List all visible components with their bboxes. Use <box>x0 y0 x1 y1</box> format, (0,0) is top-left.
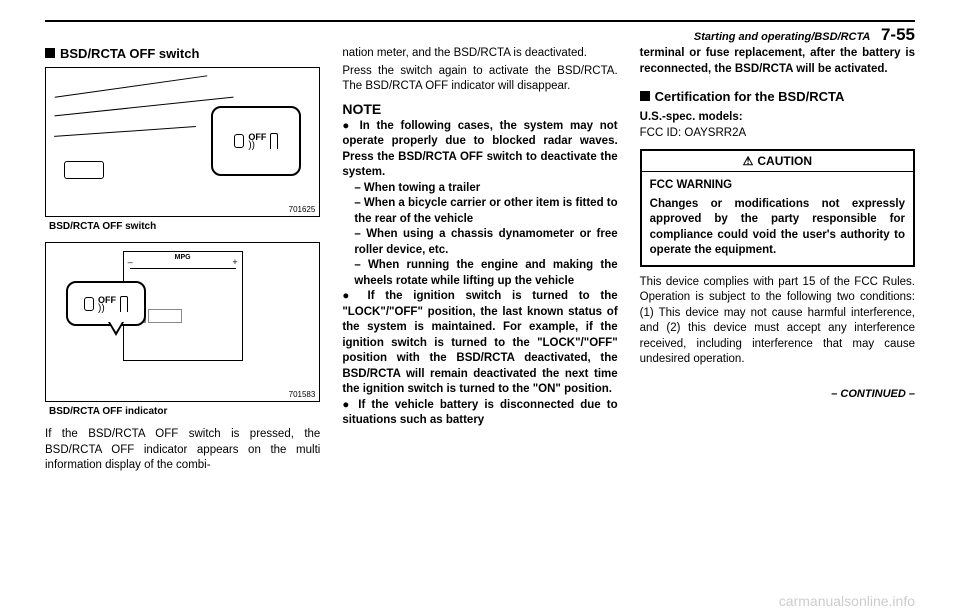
title-text: Certification for the BSD/RCTA <box>655 89 845 104</box>
column-3: terminal or fuse replacement, after the … <box>640 46 915 474</box>
continued-label: – CONTINUED – <box>640 388 915 400</box>
title-text: BSD/RCTA OFF switch <box>60 46 199 61</box>
note-bullet-1: In the following cases, the system may n… <box>342 119 617 181</box>
header-text: Starting and operating/BSD/RCTA 7-55 <box>694 25 915 45</box>
para-c2-top: nation meter, and the BSD/RCTA is deacti… <box>342 46 617 62</box>
figure-number: 701583 <box>289 390 316 399</box>
caution-heading: CAUTION <box>642 151 913 172</box>
switch-callout: OFF )) <box>211 106 301 176</box>
square-bullet-icon <box>640 91 650 101</box>
caution-box: CAUTION FCC WARNING Changes or modificat… <box>640 149 915 267</box>
watermark: carmanualsonline.info <box>779 593 915 609</box>
wave-icon: )) <box>248 142 255 150</box>
column-2: nation meter, and the BSD/RCTA is deacti… <box>342 46 617 474</box>
page-number: 7-55 <box>881 25 915 44</box>
note-sub-1: – When towing a trailer <box>342 181 617 197</box>
header-section: Starting and operating/BSD/RCTA <box>694 31 870 43</box>
para-c3-top: terminal or fuse replacement, after the … <box>640 46 915 77</box>
mpg-label: MPG <box>124 254 242 261</box>
caution-text: Changes or modifications not ex­pressly … <box>650 197 905 259</box>
page-header: Starting and operating/BSD/RCTA 7-55 <box>45 20 915 40</box>
page: Starting and operating/BSD/RCTA 7-55 BSD… <box>0 0 960 484</box>
note-bullet-3: If the vehicle battery is disconnected d… <box>342 398 617 429</box>
para-c2-2: Press the switch again to activate the B… <box>342 64 617 95</box>
fcc-id: FCC ID: OAYSRR2A <box>640 126 915 142</box>
note-sub-2: – When a bicycle carrier or other item i… <box>342 196 617 227</box>
note-sub-3: – When using a chassis dynam­ometer or f… <box>342 227 617 258</box>
figure-off-switch: OFF )) 701625 <box>45 67 320 217</box>
para-c3-2: This device complies with part 15 of the… <box>640 275 915 368</box>
wave-icon: )) <box>98 305 105 313</box>
figure-caption-1: BSD/RCTA OFF switch <box>45 221 320 232</box>
caution-body: FCC WARNING Changes or modifications not… <box>642 172 913 265</box>
indicator-icon <box>270 133 278 149</box>
speech-bubble: OFF )) <box>66 281 146 326</box>
figure-off-indicator: MPG OFF )) 701583 <box>45 242 320 402</box>
column-1: BSD/RCTA OFF switch OFF )) <box>45 46 320 474</box>
para-col1: If the BSD/RCTA OFF switch is pressed, t… <box>45 427 320 474</box>
square-bullet-icon <box>45 48 55 58</box>
car-icon <box>84 297 94 311</box>
figure-number: 701625 <box>289 205 316 214</box>
indicator-icon <box>120 296 128 312</box>
note-heading: NOTE <box>342 101 617 117</box>
note-bullet-2: If the ignition switch is turned to the … <box>342 289 617 398</box>
us-spec-label: U.S.-spec. models: <box>640 110 915 126</box>
figure-caption-2: BSD/RCTA OFF indicator <box>45 406 320 417</box>
section-title-certification: Certification for the BSD/RCTA <box>640 89 915 104</box>
caution-title: FCC WARNING <box>650 178 905 194</box>
note-sub-4: – When running the engine and making the… <box>342 258 617 289</box>
dashboard-drawing: OFF )) <box>54 76 311 202</box>
section-title-off-switch: BSD/RCTA OFF switch <box>45 46 320 61</box>
car-icon <box>234 134 244 148</box>
columns: BSD/RCTA OFF switch OFF )) <box>45 46 915 474</box>
